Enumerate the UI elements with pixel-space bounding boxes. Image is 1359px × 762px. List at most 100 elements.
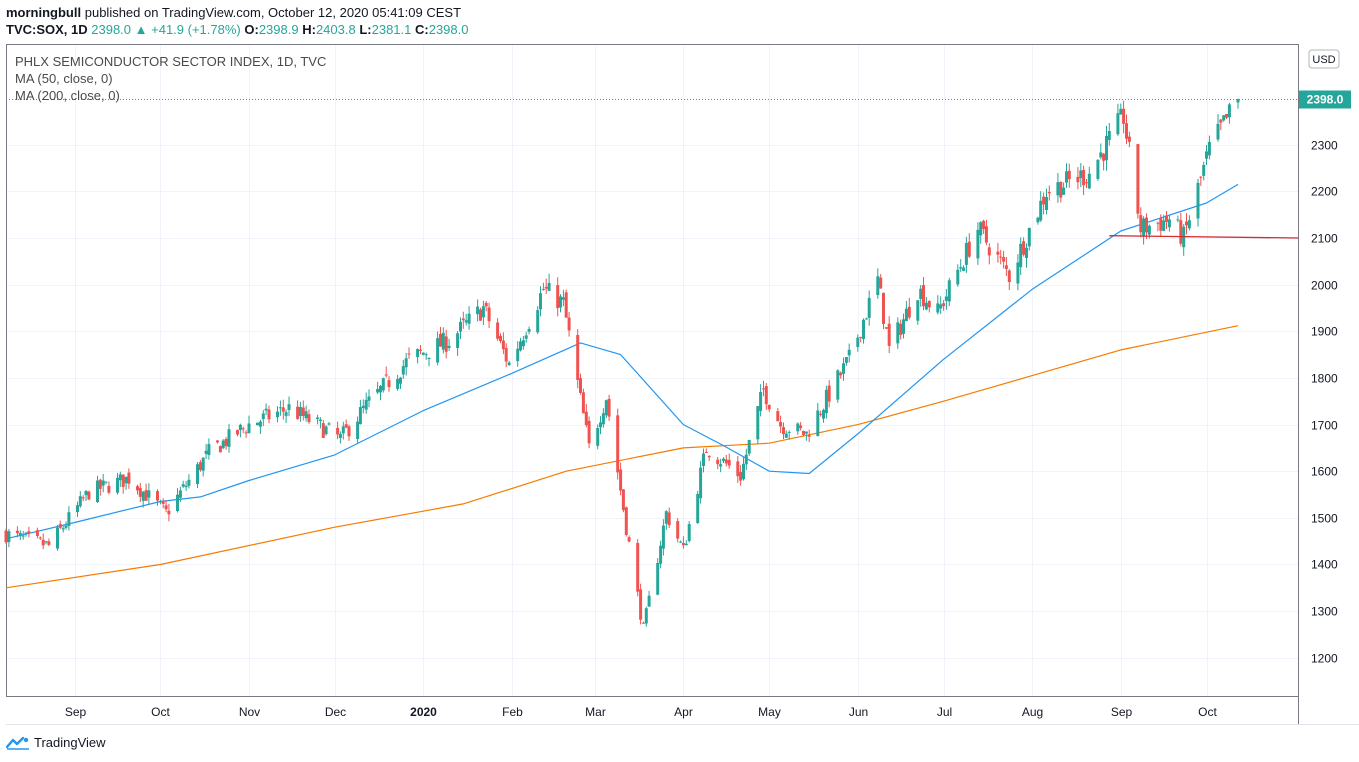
candle (164, 500, 168, 513)
candle-body (924, 302, 928, 310)
candle (896, 317, 900, 349)
candle (18, 530, 22, 540)
published-text: published on TradingView.com, October 12… (84, 5, 462, 20)
candle (1196, 178, 1200, 227)
candle-body (1139, 215, 1143, 233)
candle-body (1045, 197, 1048, 210)
candle-body (141, 491, 145, 501)
candle-body (884, 327, 888, 329)
candle (224, 437, 228, 450)
candle-body (261, 413, 265, 419)
candle-body (987, 247, 991, 256)
candle (882, 292, 885, 330)
candle (181, 480, 185, 488)
candle-body (76, 505, 79, 512)
currency-badge[interactable]: USD (1308, 49, 1340, 69)
candle (1085, 179, 1088, 188)
candle-body (842, 363, 845, 374)
candle-body (702, 453, 705, 466)
candle (619, 462, 623, 496)
time-tick-label: 2020 (410, 705, 437, 719)
candle-body (507, 362, 511, 365)
candle-body (607, 398, 611, 417)
price-tick-label: 2200 (1311, 185, 1338, 199)
candle (416, 348, 420, 364)
candle-body (424, 354, 428, 356)
candle (902, 313, 905, 339)
candle-body (916, 300, 920, 321)
candle (1167, 214, 1171, 232)
candle (256, 422, 259, 426)
candle-body (1042, 196, 1046, 205)
tradingview-brand[interactable]: TradingView (6, 735, 106, 750)
candle (624, 506, 628, 537)
candle (1007, 269, 1011, 290)
candle-body (247, 423, 251, 433)
candle-body (367, 396, 371, 401)
candle (221, 439, 225, 450)
candle-body (58, 524, 62, 528)
candle-body (379, 386, 382, 393)
candle-body (416, 349, 420, 358)
tradingview-logo-icon (6, 736, 29, 750)
candle (1056, 173, 1060, 203)
candle (421, 352, 425, 356)
candle (641, 621, 645, 624)
candle (1205, 145, 1208, 165)
candle (58, 520, 62, 529)
candle (544, 278, 548, 294)
candle (559, 294, 562, 313)
candle-body (38, 537, 42, 539)
candle (1156, 221, 1160, 232)
candle (1142, 216, 1146, 245)
candle (187, 474, 191, 489)
candle (116, 472, 119, 495)
symbol-label: TVC:SOX, 1D (6, 22, 88, 37)
last-value: 2398.0 (91, 22, 132, 37)
candle (647, 590, 651, 607)
candle (427, 357, 431, 367)
candle-body (1156, 222, 1160, 224)
candle (158, 499, 162, 505)
candle-body (101, 480, 105, 486)
candle (727, 453, 731, 469)
candle (44, 541, 48, 545)
candle-body (18, 532, 22, 536)
candle-body (959, 267, 963, 269)
candle (136, 484, 139, 495)
candle (479, 307, 482, 321)
candle (327, 422, 331, 426)
candle-body (47, 541, 51, 545)
candle-body (902, 319, 905, 334)
legend-title: PHLX SEMICONDUCTOR SECTOR INDEX, 1D, TVC (15, 54, 327, 69)
candle-body (587, 420, 591, 444)
candle (147, 483, 151, 505)
candle-body (1165, 215, 1168, 222)
candle-body (836, 370, 840, 400)
candle-body (856, 337, 860, 347)
candle-body (136, 486, 139, 491)
candle (747, 439, 751, 456)
candle (484, 301, 488, 312)
candle-body (1025, 247, 1028, 258)
candle (836, 369, 840, 403)
candle-body (27, 531, 31, 534)
candle (344, 419, 348, 429)
candle-body (156, 491, 159, 501)
candle-body (907, 306, 911, 318)
candle-body (1196, 182, 1200, 219)
candle (504, 343, 508, 367)
candle-body (601, 413, 605, 425)
candle-body (776, 411, 780, 422)
candle-body (724, 459, 728, 464)
candle (64, 521, 68, 530)
candle (1185, 213, 1188, 235)
candle (1122, 100, 1126, 134)
candle (936, 295, 940, 315)
candle-body (1207, 141, 1211, 156)
low-value: 2381.1 (371, 22, 412, 37)
candle (596, 424, 600, 450)
candle (38, 536, 42, 540)
candle-body (527, 329, 531, 332)
